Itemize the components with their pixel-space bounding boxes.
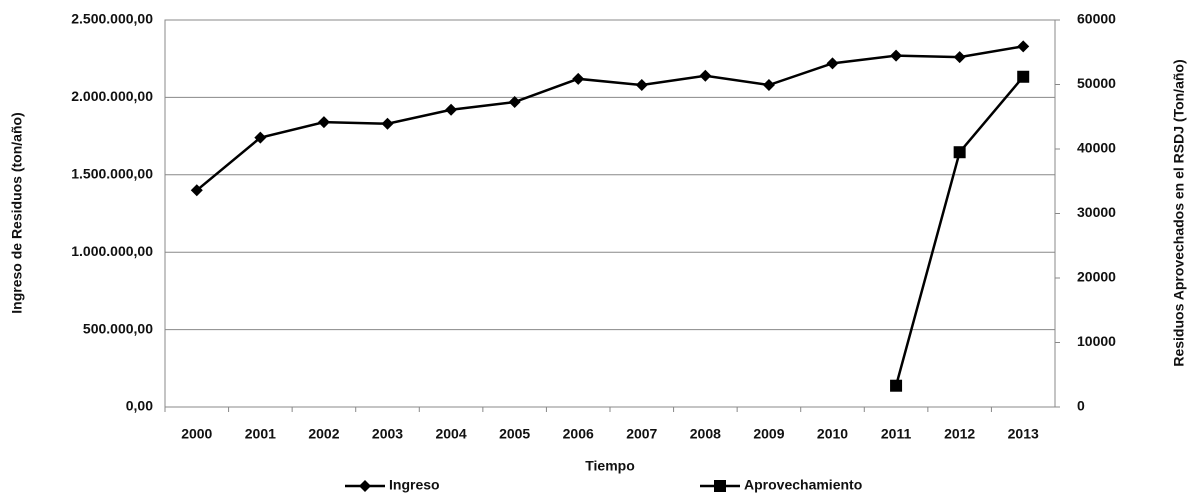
data-point	[953, 51, 966, 64]
y2-tick-label: 10000	[1077, 333, 1116, 349]
y-tick-label: 2.000.000,00	[71, 88, 153, 104]
x-tick-label: 2002	[308, 426, 339, 442]
x-tick-label: 2000	[181, 426, 212, 442]
data-point	[1017, 40, 1030, 53]
x-tick-label: 2012	[944, 426, 975, 442]
y-tick-label: 2.500.000,00	[71, 11, 153, 27]
x-tick-label: 2004	[435, 426, 466, 442]
legend-marker	[359, 480, 371, 492]
x-tick-label: 2010	[817, 426, 848, 442]
data-point	[445, 103, 458, 116]
x-tick-label: 2007	[626, 426, 657, 442]
data-point	[1017, 70, 1030, 83]
y2-tick-label: 0	[1077, 398, 1085, 414]
data-point	[254, 131, 267, 144]
data-point	[635, 79, 648, 92]
data-point	[190, 184, 203, 197]
y2-tick-label: 20000	[1077, 269, 1116, 285]
data-point	[762, 79, 775, 92]
x-tick-label: 2013	[1008, 426, 1039, 442]
data-point	[699, 69, 712, 82]
y2-tick-label: 60000	[1077, 11, 1116, 27]
series-line	[195, 45, 1024, 192]
y2-tick-label: 50000	[1077, 75, 1116, 91]
x-tick-label: 2005	[499, 426, 530, 442]
data-point	[381, 117, 394, 130]
x-tick-label: 2006	[563, 426, 594, 442]
y-tick-label: 0,00	[126, 398, 153, 414]
y-tick-label: 1.500.000,00	[71, 166, 153, 182]
y-axis-title: Ingreso de Residuos (ton/año)	[9, 112, 25, 313]
y2-tick-label: 30000	[1077, 204, 1116, 220]
x-tick-label: 2009	[753, 426, 784, 442]
legend-marker	[714, 480, 726, 492]
y-tick-label: 500.000,00	[83, 320, 153, 336]
y2-tick-label: 40000	[1077, 140, 1116, 156]
data-point	[572, 72, 585, 85]
data-point	[826, 57, 839, 70]
x-tick-label: 2001	[245, 426, 276, 442]
x-axis-title: Tiempo	[585, 458, 635, 474]
x-tick-label: 2003	[372, 426, 403, 442]
data-point	[953, 146, 966, 159]
data-point	[890, 379, 903, 392]
legend-label: Aprovechamiento	[744, 477, 862, 493]
data-point	[317, 116, 330, 129]
series-line	[894, 75, 1025, 387]
plot-frame	[164, 19, 1056, 408]
y2-axis-title: Residuos Aprovechados en el RSDJ (Ton/añ…	[1171, 59, 1187, 366]
data-point	[890, 49, 903, 62]
x-tick-label: 2008	[690, 426, 721, 442]
legend-label: Ingreso	[389, 477, 440, 493]
x-tick-label: 2011	[881, 426, 912, 442]
data-point	[508, 96, 521, 109]
y-tick-label: 1.000.000,00	[71, 243, 153, 259]
